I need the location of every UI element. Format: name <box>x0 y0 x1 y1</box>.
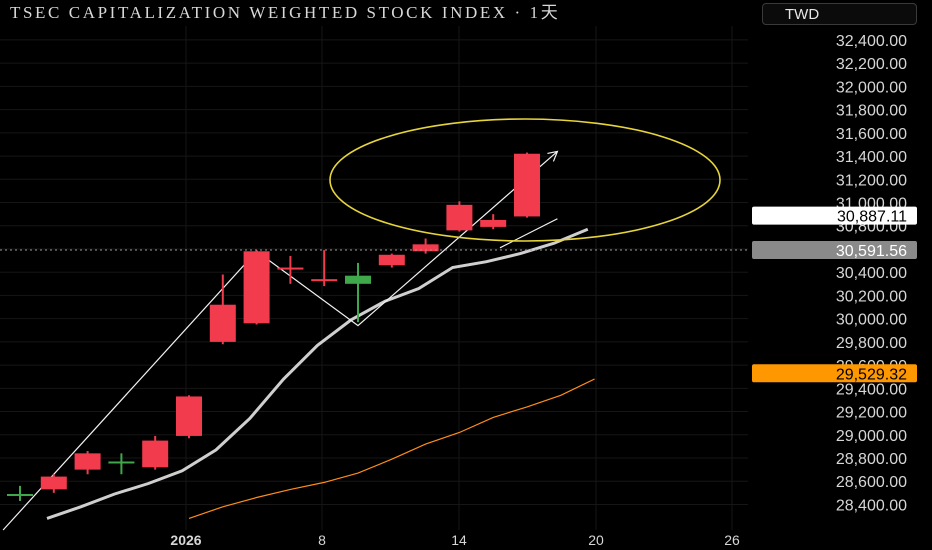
channel-lines <box>2 150 559 531</box>
candle-body <box>446 204 473 231</box>
channel-rail <box>499 218 558 249</box>
y-tick-label: 30,400.00 <box>836 265 907 282</box>
price-label-box <box>752 364 917 383</box>
price-label-text: 29,529.32 <box>836 366 907 383</box>
moving-average-orange <box>188 378 595 519</box>
grid-lines <box>0 26 748 530</box>
y-tick-label: 31,400.00 <box>836 149 907 166</box>
x-tick-label: 14 <box>451 532 467 548</box>
y-tick-label: 32,400.00 <box>836 33 907 50</box>
y-tick-label: 28,800.00 <box>836 451 907 468</box>
candle-body <box>209 304 236 342</box>
y-tick-label: 29,000.00 <box>836 428 907 445</box>
y-tick-label: 29,200.00 <box>836 405 907 422</box>
y-tick-label: 32,000.00 <box>836 79 907 96</box>
ma-orange-line <box>188 378 595 519</box>
y-tick-label: 31,600.00 <box>836 126 907 143</box>
candle-body <box>277 267 304 270</box>
candle-body <box>514 153 540 217</box>
candle-body <box>7 494 33 496</box>
candle-body <box>176 396 202 436</box>
currency-selector[interactable]: TWD <box>762 3 917 25</box>
y-tick-label: 28,400.00 <box>836 497 907 514</box>
y-tick-label: 32,200.00 <box>836 56 907 73</box>
candle-body <box>108 461 135 464</box>
candle-body <box>74 453 101 470</box>
x-tick-label: 20 <box>588 532 604 548</box>
price-label-box <box>752 240 917 259</box>
highlight-ellipse-shape <box>329 118 721 242</box>
candle-body <box>311 279 338 282</box>
y-tick-label: 30,200.00 <box>836 288 907 305</box>
y-tick-label: 29,400.00 <box>836 381 907 398</box>
price-label-box <box>752 206 917 225</box>
ma-white-line <box>46 227 589 520</box>
y-tick-label: 28,600.00 <box>836 474 907 491</box>
y-tick-label: 31,200.00 <box>836 172 907 189</box>
arrow-head <box>547 150 559 162</box>
time-axis: 2026 8 14 20 26 <box>170 532 740 548</box>
channel-line <box>2 150 558 531</box>
x-tick-label: 26 <box>724 532 740 548</box>
y-tick-label: 31,800.00 <box>836 103 907 120</box>
moving-average-white <box>46 227 589 520</box>
candle-body <box>412 244 439 252</box>
price-label-text: 30,887.11 <box>837 209 907 226</box>
candle-body <box>142 440 169 468</box>
x-tick-label: 2026 <box>170 532 201 548</box>
highlight-ellipse <box>329 118 721 242</box>
y-tick-label: 29,800.00 <box>836 335 907 352</box>
candle-body <box>480 219 507 227</box>
x-tick-label: 8 <box>318 532 326 548</box>
price-labels: 30,887.11 30,591.56 29,529.32 <box>752 206 917 383</box>
candle-body <box>345 275 371 284</box>
candles <box>7 152 540 501</box>
candle-body <box>378 254 405 266</box>
price-axis: 28,400.00 28,600.00 28,800.00 29,000.00 29,2… <box>836 33 907 515</box>
candle-body <box>40 476 67 490</box>
y-tick-label: 30,000.00 <box>836 312 907 329</box>
candle-body <box>243 251 270 324</box>
price-label-text: 30,591.56 <box>836 243 907 260</box>
symbol-title: TSEC CAPITALIZATION WEIGHTED STOCK INDEX… <box>10 3 561 22</box>
